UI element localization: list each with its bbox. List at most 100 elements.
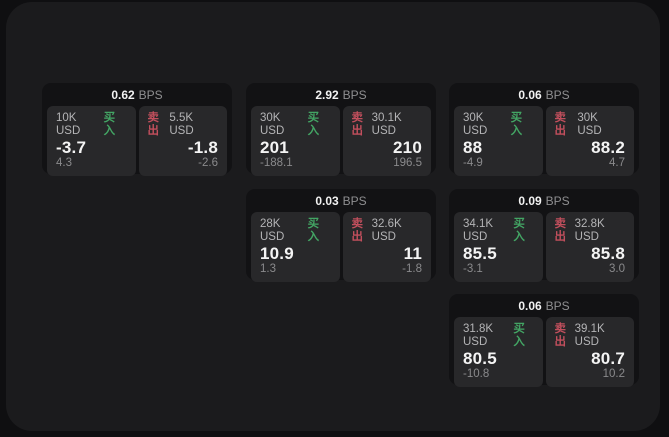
sell-panel[interactable]: 卖出 32.6K USD 11 -1.8 <box>342 212 431 282</box>
quote-body: 34.1K USD 买入 85.5 -3.1 卖出 32.8K USD 85.8… <box>449 212 639 286</box>
buy-side-label: 买入 <box>510 112 523 137</box>
sell-header-row: 卖出 39.1K USD <box>555 323 626 349</box>
spread-header: 0.09 BPS <box>449 189 639 212</box>
spread-value: 0.03 <box>315 193 339 208</box>
buy-panel[interactable]: 28K USD 买入 10.9 1.3 <box>251 212 340 282</box>
quote-body: 31.8K USD 买入 80.5 -10.8 卖出 39.1K USD 80.… <box>449 317 639 391</box>
sell-price: 85.8 <box>591 244 625 263</box>
sell-side-label: 卖出 <box>147 112 160 137</box>
buy-amount: 31.8K USD <box>463 323 494 348</box>
sell-change: -1.8 <box>402 263 422 275</box>
sell-amount: 5.5K USD <box>169 112 194 137</box>
sell-panel[interactable]: 卖出 5.5K USD -1.8 -2.6 <box>138 106 227 176</box>
buy-side-label: 买入 <box>513 323 525 348</box>
buy-change: 4.3 <box>56 157 72 169</box>
quote-card: 0.06 BPS 30K USD 买入 88 -4.9 卖出 30K USD 8… <box>449 83 639 176</box>
sell-change: 10.2 <box>602 368 625 380</box>
quote-body: 30K USD 买入 201 -188.1 卖出 30.1K USD 210 1… <box>246 106 436 180</box>
buy-panel[interactable]: 10K USD 买入 -3.7 4.3 <box>47 106 136 176</box>
spread-header: 2.92 BPS <box>246 83 436 106</box>
spread-value: 0.62 <box>111 87 135 102</box>
spread-header: 0.06 BPS <box>449 83 639 106</box>
sell-header-row: 卖出 5.5K USD <box>148 112 219 138</box>
sell-change: -2.6 <box>198 157 218 169</box>
app-window: 0.62 BPS 10K USD 买入 -3.7 4.3 卖出 5.5K USD… <box>6 2 660 431</box>
sell-change: 196.5 <box>393 157 422 169</box>
sell-change: 3.0 <box>609 263 625 275</box>
buy-header-row: 30K USD 买入 <box>463 112 534 138</box>
spread-unit-label: BPS <box>342 87 367 102</box>
spread-header: 0.06 BPS <box>449 294 639 317</box>
sell-side-label: 卖出 <box>554 218 567 243</box>
sell-amount: 39.1K USD <box>574 323 605 348</box>
buy-header-row: 10K USD 买入 <box>56 112 127 138</box>
buy-price: 88 <box>463 138 483 157</box>
buy-panel[interactable]: 31.8K USD 买入 80.5 -10.8 <box>454 317 543 387</box>
buy-panel[interactable]: 30K USD 买入 88 -4.9 <box>454 106 543 176</box>
buy-change: -3.1 <box>463 263 483 275</box>
sell-change: 4.7 <box>609 157 625 169</box>
spread-unit-label: BPS <box>545 87 570 102</box>
quote-body: 30K USD 买入 88 -4.9 卖出 30K USD 88.2 4.7 <box>449 106 639 180</box>
spread-value: 2.92 <box>315 87 339 102</box>
buy-header-row: 31.8K USD 买入 <box>463 323 534 349</box>
spread-unit-label: BPS <box>138 87 163 102</box>
sell-price: 88.2 <box>591 138 625 157</box>
sell-header-row: 卖出 30.1K USD <box>352 112 423 138</box>
quote-card: 0.06 BPS 31.8K USD 买入 80.5 -10.8 卖出 39.1… <box>449 294 639 387</box>
sell-side-label: 卖出 <box>351 218 364 243</box>
buy-change: 1.3 <box>260 263 276 275</box>
buy-panel[interactable]: 30K USD 买入 201 -188.1 <box>251 106 340 176</box>
spread-header: 0.62 BPS <box>42 83 232 106</box>
buy-price: 85.5 <box>463 244 497 263</box>
sell-price: 210 <box>393 138 422 157</box>
quote-body: 28K USD 买入 10.9 1.3 卖出 32.6K USD 11 -1.8 <box>246 212 436 286</box>
buy-side-label: 买入 <box>307 218 320 243</box>
buy-side-label: 买入 <box>307 112 320 137</box>
buy-price: 10.9 <box>260 244 294 263</box>
buy-side-label: 买入 <box>103 112 116 137</box>
sell-panel[interactable]: 卖出 39.1K USD 80.7 10.2 <box>545 317 634 387</box>
sell-panel[interactable]: 卖出 32.8K USD 85.8 3.0 <box>545 212 634 282</box>
buy-amount: 30K USD <box>463 112 488 137</box>
sell-price: 11 <box>403 244 422 263</box>
buy-header-row: 28K USD 买入 <box>260 218 331 244</box>
sell-panel[interactable]: 卖出 30K USD 88.2 4.7 <box>545 106 634 176</box>
buy-change: -188.1 <box>260 157 293 169</box>
sell-amount: 32.8K USD <box>574 218 605 243</box>
buy-amount: 30K USD <box>260 112 285 137</box>
sell-header-row: 卖出 30K USD <box>555 112 626 138</box>
sell-price: -1.8 <box>187 138 218 157</box>
buy-change: -4.9 <box>463 157 483 169</box>
spread-value: 0.09 <box>518 193 542 208</box>
spread-unit-label: BPS <box>545 298 570 313</box>
cards-grid: 0.62 BPS 10K USD 买入 -3.7 4.3 卖出 5.5K USD… <box>6 2 660 431</box>
sell-amount: 32.6K USD <box>371 218 402 243</box>
spread-header: 0.03 BPS <box>246 189 436 212</box>
buy-price: 80.5 <box>463 349 497 368</box>
quote-card: 0.62 BPS 10K USD 买入 -3.7 4.3 卖出 5.5K USD… <box>42 83 232 176</box>
sell-price: 80.7 <box>591 349 625 368</box>
buy-price: 201 <box>260 138 289 157</box>
sell-amount: 30K USD <box>577 112 602 137</box>
spread-unit-label: BPS <box>545 193 570 208</box>
quote-card: 2.92 BPS 30K USD 买入 201 -188.1 卖出 30.1K … <box>246 83 436 176</box>
quote-card: 0.09 BPS 34.1K USD 买入 85.5 -3.1 卖出 32.8K… <box>449 189 639 282</box>
buy-amount: 28K USD <box>260 218 285 243</box>
spread-value: 0.06 <box>518 87 542 102</box>
buy-amount: 10K USD <box>56 112 81 137</box>
buy-header-row: 30K USD 买入 <box>260 112 331 138</box>
buy-price: -3.7 <box>56 138 87 157</box>
sell-amount: 30.1K USD <box>371 112 402 137</box>
buy-side-label: 买入 <box>513 218 525 243</box>
spread-unit-label: BPS <box>342 193 367 208</box>
quote-card: 0.03 BPS 28K USD 买入 10.9 1.3 卖出 32.6K US… <box>246 189 436 282</box>
sell-panel[interactable]: 卖出 30.1K USD 210 196.5 <box>342 106 431 176</box>
quote-body: 10K USD 买入 -3.7 4.3 卖出 5.5K USD -1.8 -2.… <box>42 106 232 180</box>
sell-side-label: 卖出 <box>554 112 567 137</box>
buy-panel[interactable]: 34.1K USD 买入 85.5 -3.1 <box>454 212 543 282</box>
sell-header-row: 卖出 32.8K USD <box>555 218 626 244</box>
buy-amount: 34.1K USD <box>463 218 494 243</box>
sell-header-row: 卖出 32.6K USD <box>352 218 423 244</box>
buy-change: -10.8 <box>463 368 490 380</box>
